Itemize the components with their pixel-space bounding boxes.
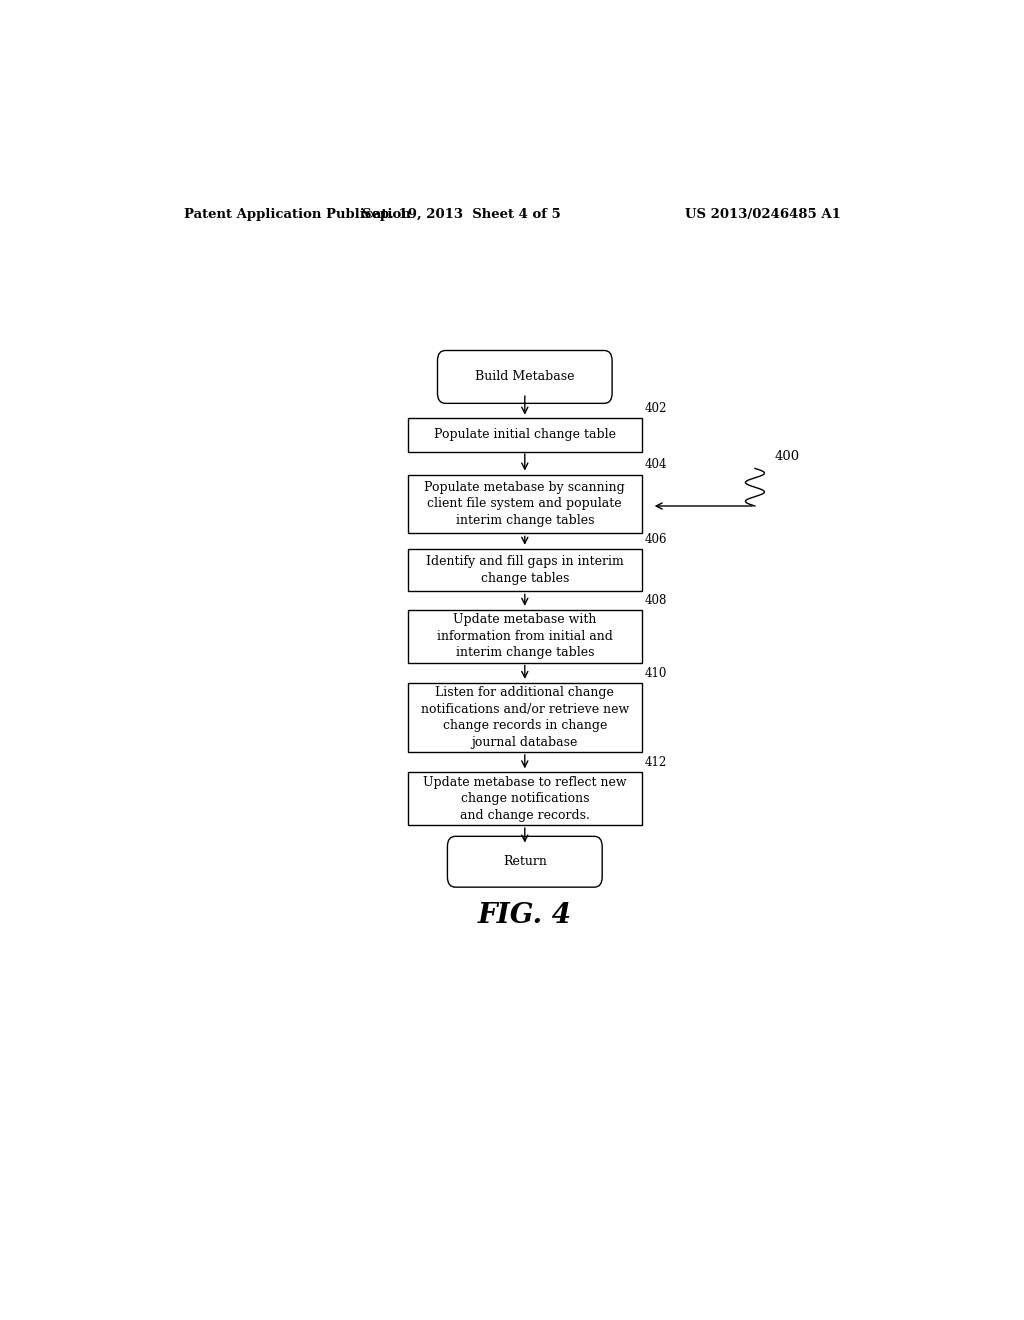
FancyBboxPatch shape xyxy=(408,549,642,591)
Text: Sep. 19, 2013  Sheet 4 of 5: Sep. 19, 2013 Sheet 4 of 5 xyxy=(361,207,561,220)
Text: 404: 404 xyxy=(645,458,668,471)
FancyBboxPatch shape xyxy=(437,351,612,404)
FancyBboxPatch shape xyxy=(447,837,602,887)
FancyBboxPatch shape xyxy=(408,610,642,663)
Text: 408: 408 xyxy=(645,594,668,607)
FancyBboxPatch shape xyxy=(408,772,642,825)
Text: FIG. 4: FIG. 4 xyxy=(478,902,571,929)
Text: Return: Return xyxy=(503,855,547,869)
Text: Populate initial change table: Populate initial change table xyxy=(434,429,615,441)
Text: 402: 402 xyxy=(645,403,668,414)
FancyBboxPatch shape xyxy=(408,418,642,451)
Text: Populate metabase by scanning
client file system and populate
interim change tab: Populate metabase by scanning client fil… xyxy=(424,480,626,527)
FancyBboxPatch shape xyxy=(408,474,642,533)
Text: Update metabase with
information from initial and
interim change tables: Update metabase with information from in… xyxy=(437,612,612,659)
Text: Patent Application Publication: Patent Application Publication xyxy=(183,207,411,220)
Text: US 2013/0246485 A1: US 2013/0246485 A1 xyxy=(685,207,841,220)
Text: Identify and fill gaps in interim
change tables: Identify and fill gaps in interim change… xyxy=(426,556,624,585)
Text: 410: 410 xyxy=(645,667,668,680)
Text: 400: 400 xyxy=(775,450,800,463)
Text: 406: 406 xyxy=(645,533,668,545)
Text: Build Metabase: Build Metabase xyxy=(475,371,574,383)
Text: Update metabase to reflect new
change notifications
and change records.: Update metabase to reflect new change no… xyxy=(423,776,627,822)
FancyBboxPatch shape xyxy=(408,682,642,752)
Text: Listen for additional change
notifications and/or retrieve new
change records in: Listen for additional change notificatio… xyxy=(421,686,629,748)
Text: 412: 412 xyxy=(645,756,668,770)
